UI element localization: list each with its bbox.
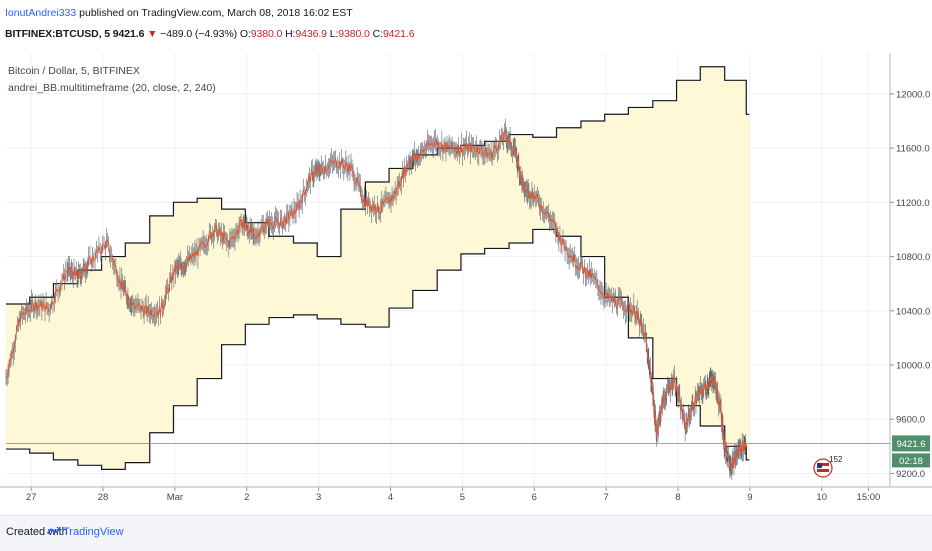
price-badges: 9421.6 02:18 152: [6, 435, 930, 478]
x-tick-label: Mar: [167, 492, 183, 503]
publish-line: IonutAndrei333 published on TradingView.…: [5, 7, 353, 19]
y-tick-label: 9600.0: [896, 415, 925, 426]
x-tick-label: 9: [747, 492, 752, 503]
flag-stripe: [817, 463, 829, 466]
event-count: 152: [829, 455, 843, 464]
bollinger-band: [6, 66, 750, 470]
flag-canton: [817, 463, 822, 468]
flag-stripe: [817, 469, 829, 472]
countdown-badge: [892, 453, 930, 468]
x-tick-label: 2: [244, 492, 249, 503]
symbol-label: BITFINEX:BTCUSD, 5: [5, 28, 110, 40]
y-tick-label: 11200.0: [896, 198, 930, 209]
band-lower-line: [6, 228, 750, 470]
down-arrow-icon: ▼: [147, 28, 158, 40]
y-tick-label: 10400.0: [896, 306, 930, 317]
symbol-line: BITFINEX:BTCUSD, 5 9421.6 ▼ −489.0 (−4.9…: [5, 28, 415, 40]
author-link[interactable]: IonutAndrei333: [5, 7, 77, 19]
open-value: 9380.0: [250, 28, 283, 40]
y-tick-label: 12000.0: [896, 89, 930, 100]
high-value: 9436.9: [295, 28, 327, 40]
last-price: 9421.6: [112, 28, 145, 40]
x-tick-label: 15:00: [857, 492, 881, 503]
x-tick-label: 28: [98, 492, 109, 503]
price-change: −489.0 (−4.93%): [160, 28, 237, 40]
close-value: 9421.6: [382, 28, 415, 40]
price-axis: 12000.0 11600.0 11200.0 10800.0 10400.0 10000…: [889, 53, 930, 487]
x-tick-label: 10: [816, 492, 827, 503]
low-label: L:: [329, 28, 339, 40]
chart-legend: Bitcoin / Dollar, 5, BITFINEX andrei_BB.…: [8, 63, 216, 97]
x-tick-label: 7: [603, 492, 608, 503]
price-chart[interactable]: 12000.0 11600.0 11200.0 10800.0 10400.0 10000…: [0, 0, 932, 515]
y-tick-label: 11600.0: [896, 144, 930, 155]
low-value: 9380.0: [338, 28, 370, 40]
y-tick-label: 10000.0: [896, 361, 930, 372]
legend-title: Bitcoin / Dollar, 5, BITFINEX: [8, 65, 140, 77]
legend-indicator[interactable]: andrei_BB.multitimeframe (20, close, 2, …: [8, 82, 216, 94]
y-tick-label: 10800.0: [896, 252, 930, 263]
price-line: [5, 129, 747, 473]
x-tick-label: 4: [388, 492, 393, 503]
countdown-badge-text: 02:18: [899, 456, 923, 467]
tradingview-brand-link[interactable]: TradingView: [63, 526, 124, 538]
close-label: C:: [372, 28, 383, 40]
x-tick-label: 5: [460, 492, 465, 503]
band-upper-line: [6, 66, 750, 305]
price-series: [5, 118, 747, 480]
high-label: H:: [285, 28, 296, 40]
footer-bar: Created with TradingView: [0, 515, 932, 551]
last-price-badge-text: 9421.6: [896, 439, 925, 450]
publish-bar: IonutAndrei333 published on TradingView.…: [0, 0, 932, 44]
published-text: published on TradingView.com, March 08, …: [79, 7, 353, 19]
x-tick-label: 3: [316, 492, 321, 503]
x-tick-label: 6: [532, 492, 537, 503]
y-tick-label: 9200.0: [896, 469, 925, 480]
tradingview-logo-icon: [47, 526, 61, 535]
open-label: O:: [239, 28, 251, 40]
band-fill: [6, 66, 750, 470]
x-tick-label: 8: [675, 492, 680, 503]
last-price-badge: [892, 435, 930, 452]
x-tick-label: 27: [26, 492, 37, 503]
time-axis: 27 28 Mar 2 3 4 5 6 7 8 9 10 15:00: [0, 486, 932, 503]
